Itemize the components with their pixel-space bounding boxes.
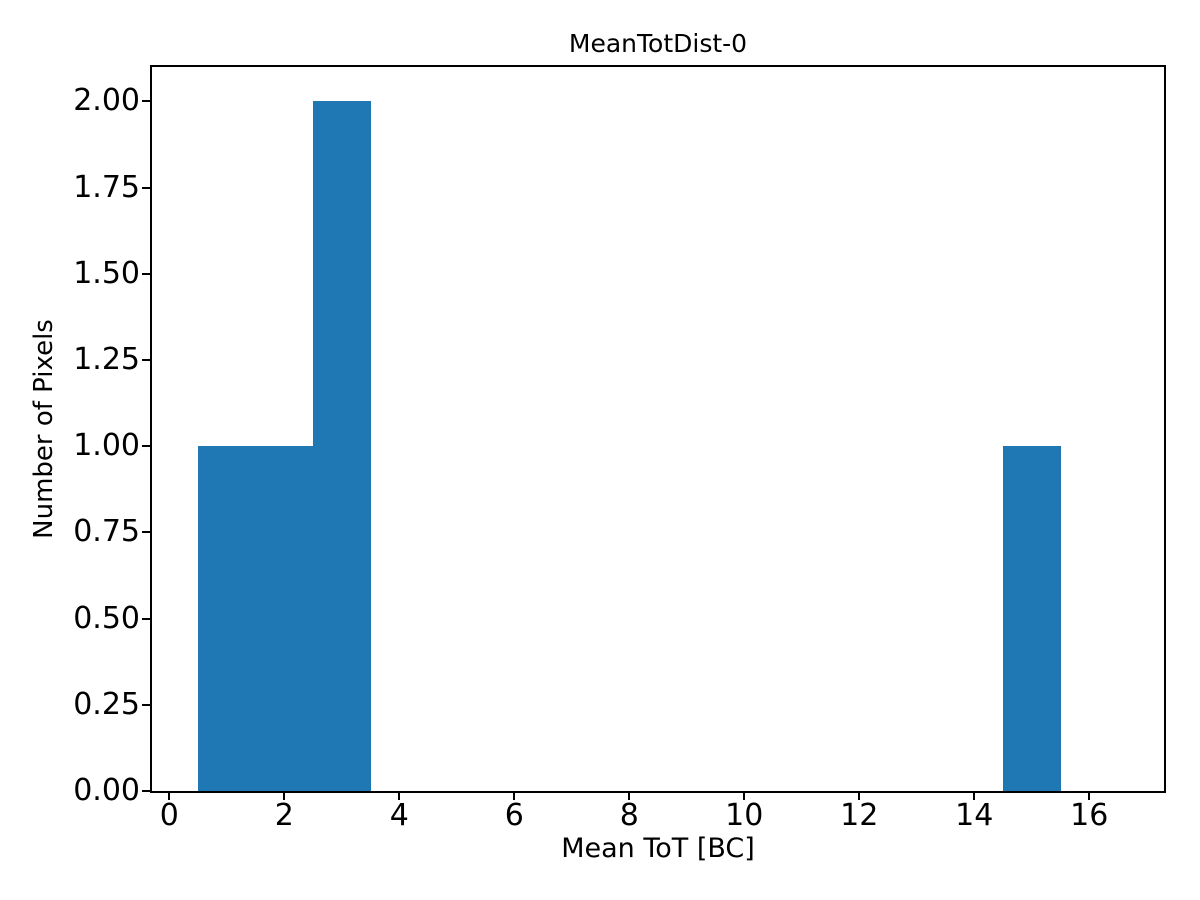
y-tick-mark [142,359,152,362]
x-tick-mark [1088,791,1091,800]
y-tick-label: 0.75 [73,514,140,550]
plot-area: Mean ToT [BC] Number of Pixels 0 2 4 6 8 10 12… [29,65,1166,862]
x-tick-mark [398,791,401,800]
x-tick-label: 4 [389,798,409,833]
chart-title: MeanTotDist-0 [568,29,748,58]
y-tick-label: 1.25 [73,342,140,378]
y-axis-label: Number of Pixels [29,319,59,539]
x-tick-mark [283,791,286,800]
x-tick-mark [973,791,976,800]
y-tick-mark [142,790,152,792]
histogram-bar [1003,446,1061,791]
y-tick-label: 1.50 [73,255,140,291]
y-tick-label: 0.00 [73,773,140,808]
y-tick-mark [142,186,152,189]
x-tick-mark [628,791,631,800]
y-tick-mark [142,445,152,448]
histogram-bar [255,446,313,791]
y-tick-label: 2.00 [73,83,140,119]
histogram-bar [198,446,256,791]
x-tick-label: 16 [1070,798,1109,833]
y-tick-mark [142,100,152,103]
x-tick-label: 8 [619,798,639,833]
y-tick-label: 0.50 [73,600,140,636]
x-tick-label: 2 [274,798,294,833]
y-tick-mark [142,617,152,620]
y-tick-label: 1.00 [73,428,140,464]
x-tick-mark [858,791,861,800]
x-tick-mark [513,791,516,800]
x-tick-mark [168,791,171,800]
x-axis-label: Mean ToT [BC] [561,833,755,864]
x-tick-label: 10 [725,798,764,833]
histogram-bar [313,101,371,791]
x-tick-mark [743,791,746,800]
x-tick-label: 12 [840,798,879,833]
y-tick-label: 0.25 [73,686,140,722]
y-tick-label: 1.75 [73,169,140,205]
x-tick-label: 6 [504,798,524,833]
y-tick-mark [142,531,152,534]
x-tick-label: 14 [955,798,994,833]
x-tick-label: 0 [159,798,179,833]
y-tick-mark [142,272,152,275]
y-tick-mark [142,703,152,706]
